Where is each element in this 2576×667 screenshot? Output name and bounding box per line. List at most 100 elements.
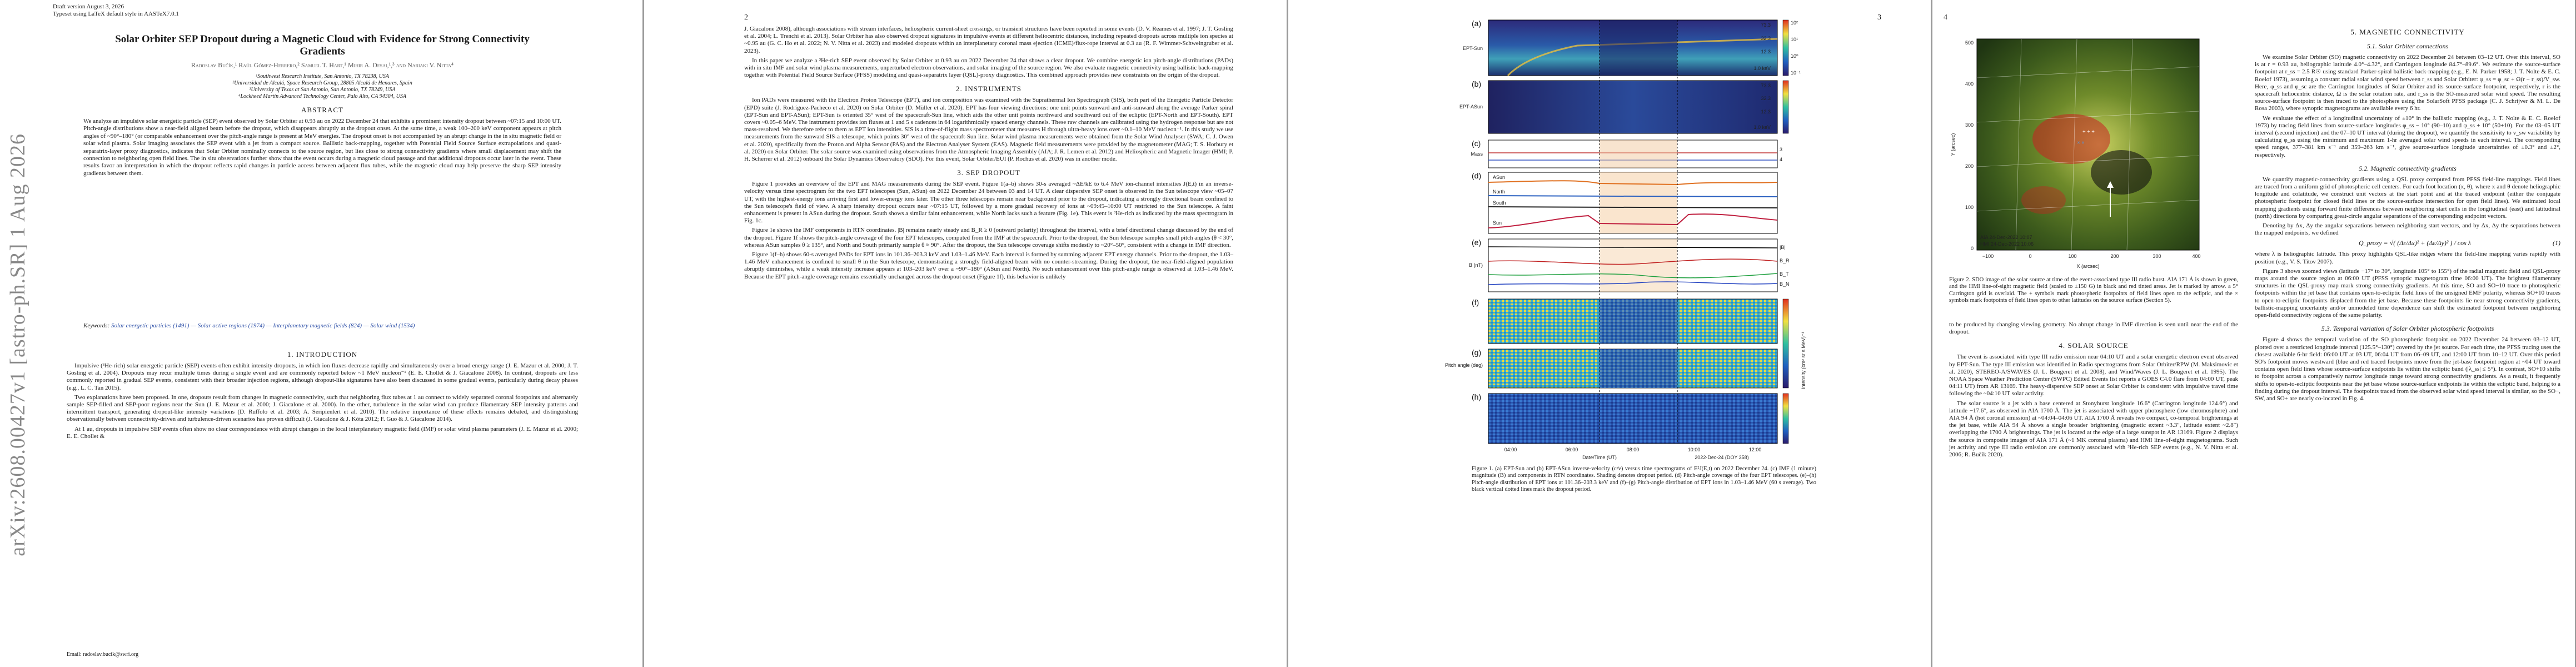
footpoint-marker: + + + [2082, 129, 2095, 135]
map-y-label: Y (arcsec) [1950, 133, 1956, 156]
page2-body: J. Giacalone 2008), although association… [744, 26, 1233, 283]
x-axis-label: Date/Time (UT) [1582, 455, 1617, 460]
keywords: Keywords: Solar energetic particles (149… [83, 322, 561, 330]
page-2: 2 J. Giacalone 2008), although associati… [644, 0, 1287, 667]
legend-br: B_R [1780, 258, 1790, 263]
svg-text:300: 300 [1965, 122, 1974, 128]
keywords-links[interactable]: Solar energetic particles (1491) — Solar… [111, 322, 415, 329]
body-paragraph: In this paper we analyze a ³He-rich SEP … [744, 57, 1233, 79]
draft-header: Draft version August 3, 2026 Typeset usi… [53, 3, 179, 17]
abstract-heading: ABSTRACT [301, 106, 343, 114]
page-1: Draft version August 3, 2026 Typeset usi… [0, 0, 642, 667]
page-number: 2 [744, 13, 748, 22]
panel-label: (b) [1472, 79, 1482, 88]
body-paragraph: The event is associated with type III ra… [1949, 354, 2238, 397]
jet-arrowhead [2107, 181, 2114, 188]
x-date-label: 2022-Dec-24 (DOY 358) [1695, 455, 1748, 460]
series-br [1488, 258, 1778, 265]
carrington-grid [1976, 38, 2200, 251]
label-ept-sun: EPT-Sun [1463, 46, 1483, 51]
figure-2: + + + × × AIA 24-Dec-2022 10:07 HMI 24-D… [1950, 38, 2201, 269]
map-y-ticks: 500 400 300 200 100 0 [1965, 40, 1974, 251]
panel-b-spectrogram [1488, 80, 1778, 134]
abstract: ABSTRACT We analyze an impulsive solar e… [83, 106, 561, 177]
arxiv-stamp[interactable]: arXiv:2608.00427v1 [astro-ph.SR] 1 Aug 2… [6, 133, 29, 556]
page4-left-column: to be produced by changing viewing geome… [1949, 321, 2238, 461]
subsection-heading: 5.2. Magnetic connectivity gradients [2359, 164, 2457, 172]
panel-label: (e) [1472, 238, 1482, 247]
legend-north: North [1493, 189, 1505, 195]
legend-bt: B_T [1780, 271, 1789, 277]
page-number: 4 [1944, 13, 1947, 22]
colorbar-b [1782, 80, 1789, 134]
panel-label: (g) [1472, 348, 1482, 357]
x-tick: 04:00 [1504, 447, 1517, 452]
intro-paragraph: Two explanations have been proposed. In … [67, 394, 578, 423]
svg-text:400: 400 [2192, 253, 2200, 259]
page-4: 4 + + + × × AIA 24-Dec-2022 10:07 HMI 24… [1932, 0, 2575, 667]
label-mass: Mass [1471, 151, 1483, 157]
body-paragraph: Figure 1e shows the IMF components in RT… [744, 227, 1233, 248]
intro-heading: 1. INTRODUCTION [287, 350, 358, 359]
colorbar-pad [1782, 298, 1789, 389]
body-paragraph: to be produced by changing viewing geome… [1949, 321, 2238, 336]
right-tick: 4 [1780, 157, 1782, 162]
body-paragraph: Figure 3 shows zoomed views (latitude −1… [2255, 267, 2560, 319]
abstract-text: We analyze an impulsive solar energetic … [83, 118, 561, 177]
affiliations: ¹Southwest Research Institute, San Anton… [232, 73, 412, 99]
map-x-ticks: −100 0 100 200 300 400 [1982, 253, 2201, 259]
magnetic-connectivity-heading: 5. MAGNETIC CONNECTIVITY [2350, 28, 2465, 36]
right-tick: 73.3 [1761, 83, 1771, 88]
series-south [1488, 206, 1778, 208]
svg-text:500: 500 [1965, 40, 1974, 46]
x-tick: 12:00 [1749, 447, 1762, 452]
panel-h-pad [1488, 393, 1778, 444]
keywords-label: Keywords: [83, 322, 110, 329]
map-legend: AIA 24-Dec-2022 10:07 [1980, 235, 2032, 240]
figure-1: 04:00 06:00 08:00 10:00 12:00 Date/Time … [1445, 19, 1806, 460]
colorbar-label: Intensity (cm² sr s MeV)⁻¹ [1801, 332, 1806, 389]
body-paragraph: We examine Solar Orbiter (SO) magnetic c… [2255, 54, 2560, 112]
right-tick: 1.0 keV [1753, 125, 1771, 130]
series-b-magnitude [1488, 246, 1778, 248]
equation: Q_proxy ≡ √( (Δε/Δx)² + (Δε/Δy)² ) / cos… [2359, 239, 2471, 247]
body-paragraph: We evaluate the effect of a longitudinal… [2255, 115, 2560, 158]
active-region-positive [2021, 186, 2066, 214]
legend-b-mag: |B| [1780, 245, 1786, 250]
email-footnote[interactable]: Email: radoslav.bucik@swri.org [67, 651, 139, 658]
figure-2-caption: Figure 2. SDO image of the solar source … [1949, 277, 2238, 304]
right-tick: 73.3 [1761, 22, 1771, 28]
panel-label: (c) [1472, 139, 1481, 148]
body-paragraph: Figure 1(f–h) shows 60-s averaged PADs f… [744, 251, 1233, 280]
panel-label: (a) [1472, 19, 1482, 28]
svg-text:100: 100 [2068, 253, 2076, 259]
label-pitch-angle: Pitch angle (deg) [1445, 362, 1483, 368]
dropout-shade-c [1600, 140, 1677, 168]
author-list[interactable]: Radoslav Bučík,¹ Raúl Gómez-Herrero,² Sa… [191, 61, 454, 69]
colorbar-a [1782, 19, 1789, 76]
x-tick: 08:00 [1627, 447, 1640, 452]
intro-paragraph: Impulsive (³He-rich) solar energetic par… [67, 362, 578, 391]
right-tick: 32.3 [1761, 96, 1771, 101]
legend-bn: B_N [1780, 281, 1790, 287]
solar-source-heading: 4. SOLAR SOURCE [2059, 341, 2129, 350]
svg-text:200: 200 [1965, 163, 1974, 169]
map-legend: HMI 24-Dec-2022 10:06 [1980, 241, 2034, 247]
body-paragraph: Ion PADs were measured with the Electron… [744, 97, 1233, 163]
cbar-tick: 10⁰ [1791, 53, 1798, 59]
legend-sun: Sun [1493, 220, 1502, 226]
body-paragraph: Figure 1 provides an overview of the EPT… [744, 181, 1233, 225]
colorbar-pad-h [1782, 393, 1789, 444]
map-x-label: X (arcsec) [2076, 263, 2099, 269]
series-bt [1488, 273, 1778, 278]
panel-label: (h) [1472, 392, 1482, 401]
dropout-shade-a [1600, 20, 1677, 76]
label-b: B (nT) [1469, 262, 1483, 268]
svg-text:400: 400 [1965, 81, 1974, 87]
paper-title: Solar Orbiter SEP Dropout during a Magne… [115, 33, 530, 57]
equation-number: (1) [2552, 239, 2560, 247]
dispersion-track [1507, 38, 1778, 77]
body-paragraph: where λ is heliographic latitude. This p… [2255, 251, 2560, 265]
right-tick: 32.3 [1761, 36, 1771, 41]
equation-row: Q_proxy ≡ √( (Δε/Δx)² + (Δε/Δy)² ) / cos… [2255, 239, 2560, 247]
